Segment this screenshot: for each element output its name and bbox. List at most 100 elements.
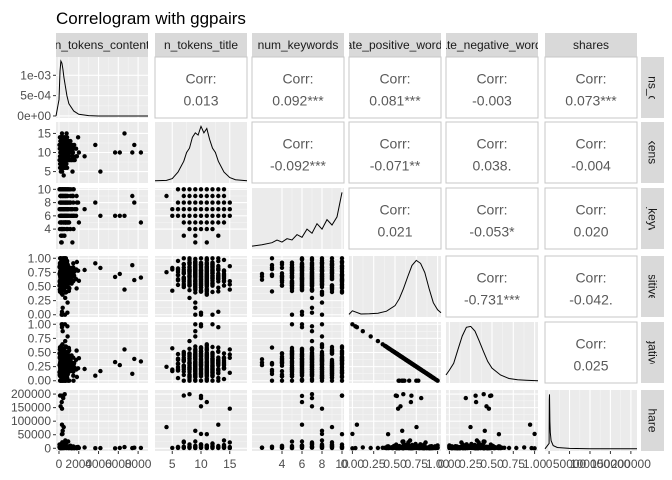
scatter-point: [193, 300, 198, 305]
scatter-point: [57, 165, 63, 170]
scatter-point: [193, 329, 198, 334]
scatter-point: [198, 279, 204, 284]
scatter-point: [216, 256, 221, 261]
scatter-point: [187, 392, 192, 397]
scatter-point: [319, 359, 325, 364]
corr-label: Corr:: [476, 71, 507, 87]
corr-label: Corr:: [379, 202, 410, 218]
scatter-point: [181, 281, 186, 287]
scatter-point: [193, 273, 198, 279]
scatter-point: [71, 378, 76, 383]
scatter-point: [407, 378, 412, 383]
scatter-point: [339, 364, 345, 370]
scatter-point: [339, 432, 345, 437]
scatter-point: [175, 357, 181, 362]
scatter-point: [299, 354, 305, 359]
x-tick-label: 0: [546, 457, 553, 471]
scatter-point: [204, 378, 209, 383]
scatter-point: [221, 442, 227, 448]
scatter-point: [299, 444, 305, 449]
scatter-point: [319, 428, 325, 433]
scatter-point: [309, 395, 315, 401]
scatter-point: [138, 150, 144, 155]
scatter-point: [112, 446, 118, 451]
x-tick-label: 150000: [590, 457, 630, 471]
scatter-point: [221, 283, 227, 288]
scatter-point: [60, 305, 65, 310]
scatter-point: [269, 371, 275, 377]
scatter-panel-rate_positive_words-num_keywords: [252, 256, 345, 317]
scatter-point: [435, 445, 440, 450]
y-tick-label: 0.75: [28, 265, 52, 279]
scatter-point: [181, 233, 186, 238]
scatter-point: [468, 424, 473, 430]
scatter-point: [329, 286, 335, 291]
scatter-point: [175, 277, 181, 282]
scatter-point: [98, 213, 103, 218]
scatter-point: [390, 445, 395, 451]
scatter-point: [132, 356, 137, 362]
scatter-point: [418, 445, 423, 450]
scatter-point: [279, 351, 285, 356]
scatter-point: [469, 443, 474, 448]
scatter-point: [62, 338, 68, 344]
scatter-point: [187, 256, 192, 261]
scatter-point: [415, 365, 420, 370]
scatter-point: [227, 352, 232, 357]
scatter-point: [269, 256, 275, 261]
scatter-point: [198, 226, 204, 232]
scatter-point: [193, 281, 198, 286]
scatter-point: [62, 364, 68, 370]
scatter-point: [221, 351, 227, 356]
strip-right-label: shares: [646, 402, 660, 438]
density-curve: [445, 325, 539, 382]
y-axis-rate_negative_words: 0.000.250.500.751.00: [28, 317, 56, 388]
scatter-point: [269, 367, 275, 373]
scatter-point: [181, 193, 186, 199]
scatter-point: [93, 373, 98, 378]
scatter-point: [448, 445, 453, 450]
scatter-point: [138, 359, 144, 364]
scatter-point: [60, 329, 65, 334]
scatter-point: [58, 404, 63, 409]
scatter-point: [390, 348, 395, 354]
scatter-point: [74, 200, 80, 205]
scatter-point: [65, 378, 71, 383]
scatter-point: [452, 445, 457, 450]
scatter-point: [193, 193, 198, 199]
scatter-point: [60, 146, 66, 151]
scatter-point: [69, 368, 75, 374]
scatter-point: [289, 322, 295, 327]
scatter-point: [74, 367, 79, 372]
scatter-point: [58, 150, 63, 155]
scatter-point: [210, 213, 215, 218]
corr-label: Corr:: [575, 202, 606, 218]
scatter-point: [82, 366, 87, 372]
corr-panel-rate_negative_words-shares: Corr: 0.025: [544, 321, 638, 384]
strip-right-label: num_keywords: [646, 178, 660, 259]
corr-panel-num_keywords-rate_negative_words: Corr: -0.053*: [445, 187, 539, 250]
scatter-point: [61, 346, 66, 351]
scatter-point: [375, 338, 381, 344]
y-tick-label: 0.25: [28, 294, 52, 308]
density-panel-n_tokens_content: [55, 57, 148, 118]
corr-value: -0.003: [472, 93, 512, 109]
scatter-point: [259, 360, 265, 365]
scatter-point: [138, 220, 144, 225]
scatter-panel-rate_positive_words-n_tokens_content: [56, 256, 148, 317]
scatter-point: [221, 213, 227, 218]
scatter-point: [198, 220, 204, 225]
scatter-point: [198, 431, 204, 437]
scatter-point: [210, 220, 215, 225]
scatter-point: [130, 263, 135, 268]
scatter-point: [181, 275, 186, 280]
scatter-point: [204, 374, 209, 379]
scatter-point: [138, 275, 144, 280]
scatter-points: [259, 256, 345, 317]
scatter-point: [269, 266, 275, 272]
scatter-point: [181, 378, 186, 383]
scatter-point: [473, 393, 478, 398]
scatter-point: [198, 378, 204, 383]
